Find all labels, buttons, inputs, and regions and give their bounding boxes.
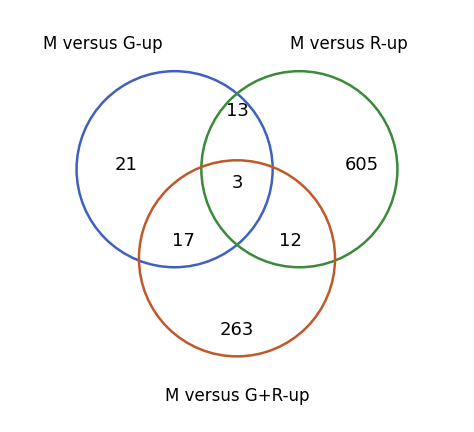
Text: M versus G+R-up: M versus G+R-up <box>165 388 309 406</box>
Text: 13: 13 <box>226 102 248 120</box>
Text: M versus G-up: M versus G-up <box>44 35 163 54</box>
Text: 605: 605 <box>345 156 379 174</box>
Text: 17: 17 <box>172 232 195 250</box>
Text: M versus R-up: M versus R-up <box>290 35 407 54</box>
Text: 21: 21 <box>114 156 137 174</box>
Text: 263: 263 <box>220 321 254 339</box>
Text: 12: 12 <box>279 232 302 250</box>
Text: 3: 3 <box>231 174 243 191</box>
